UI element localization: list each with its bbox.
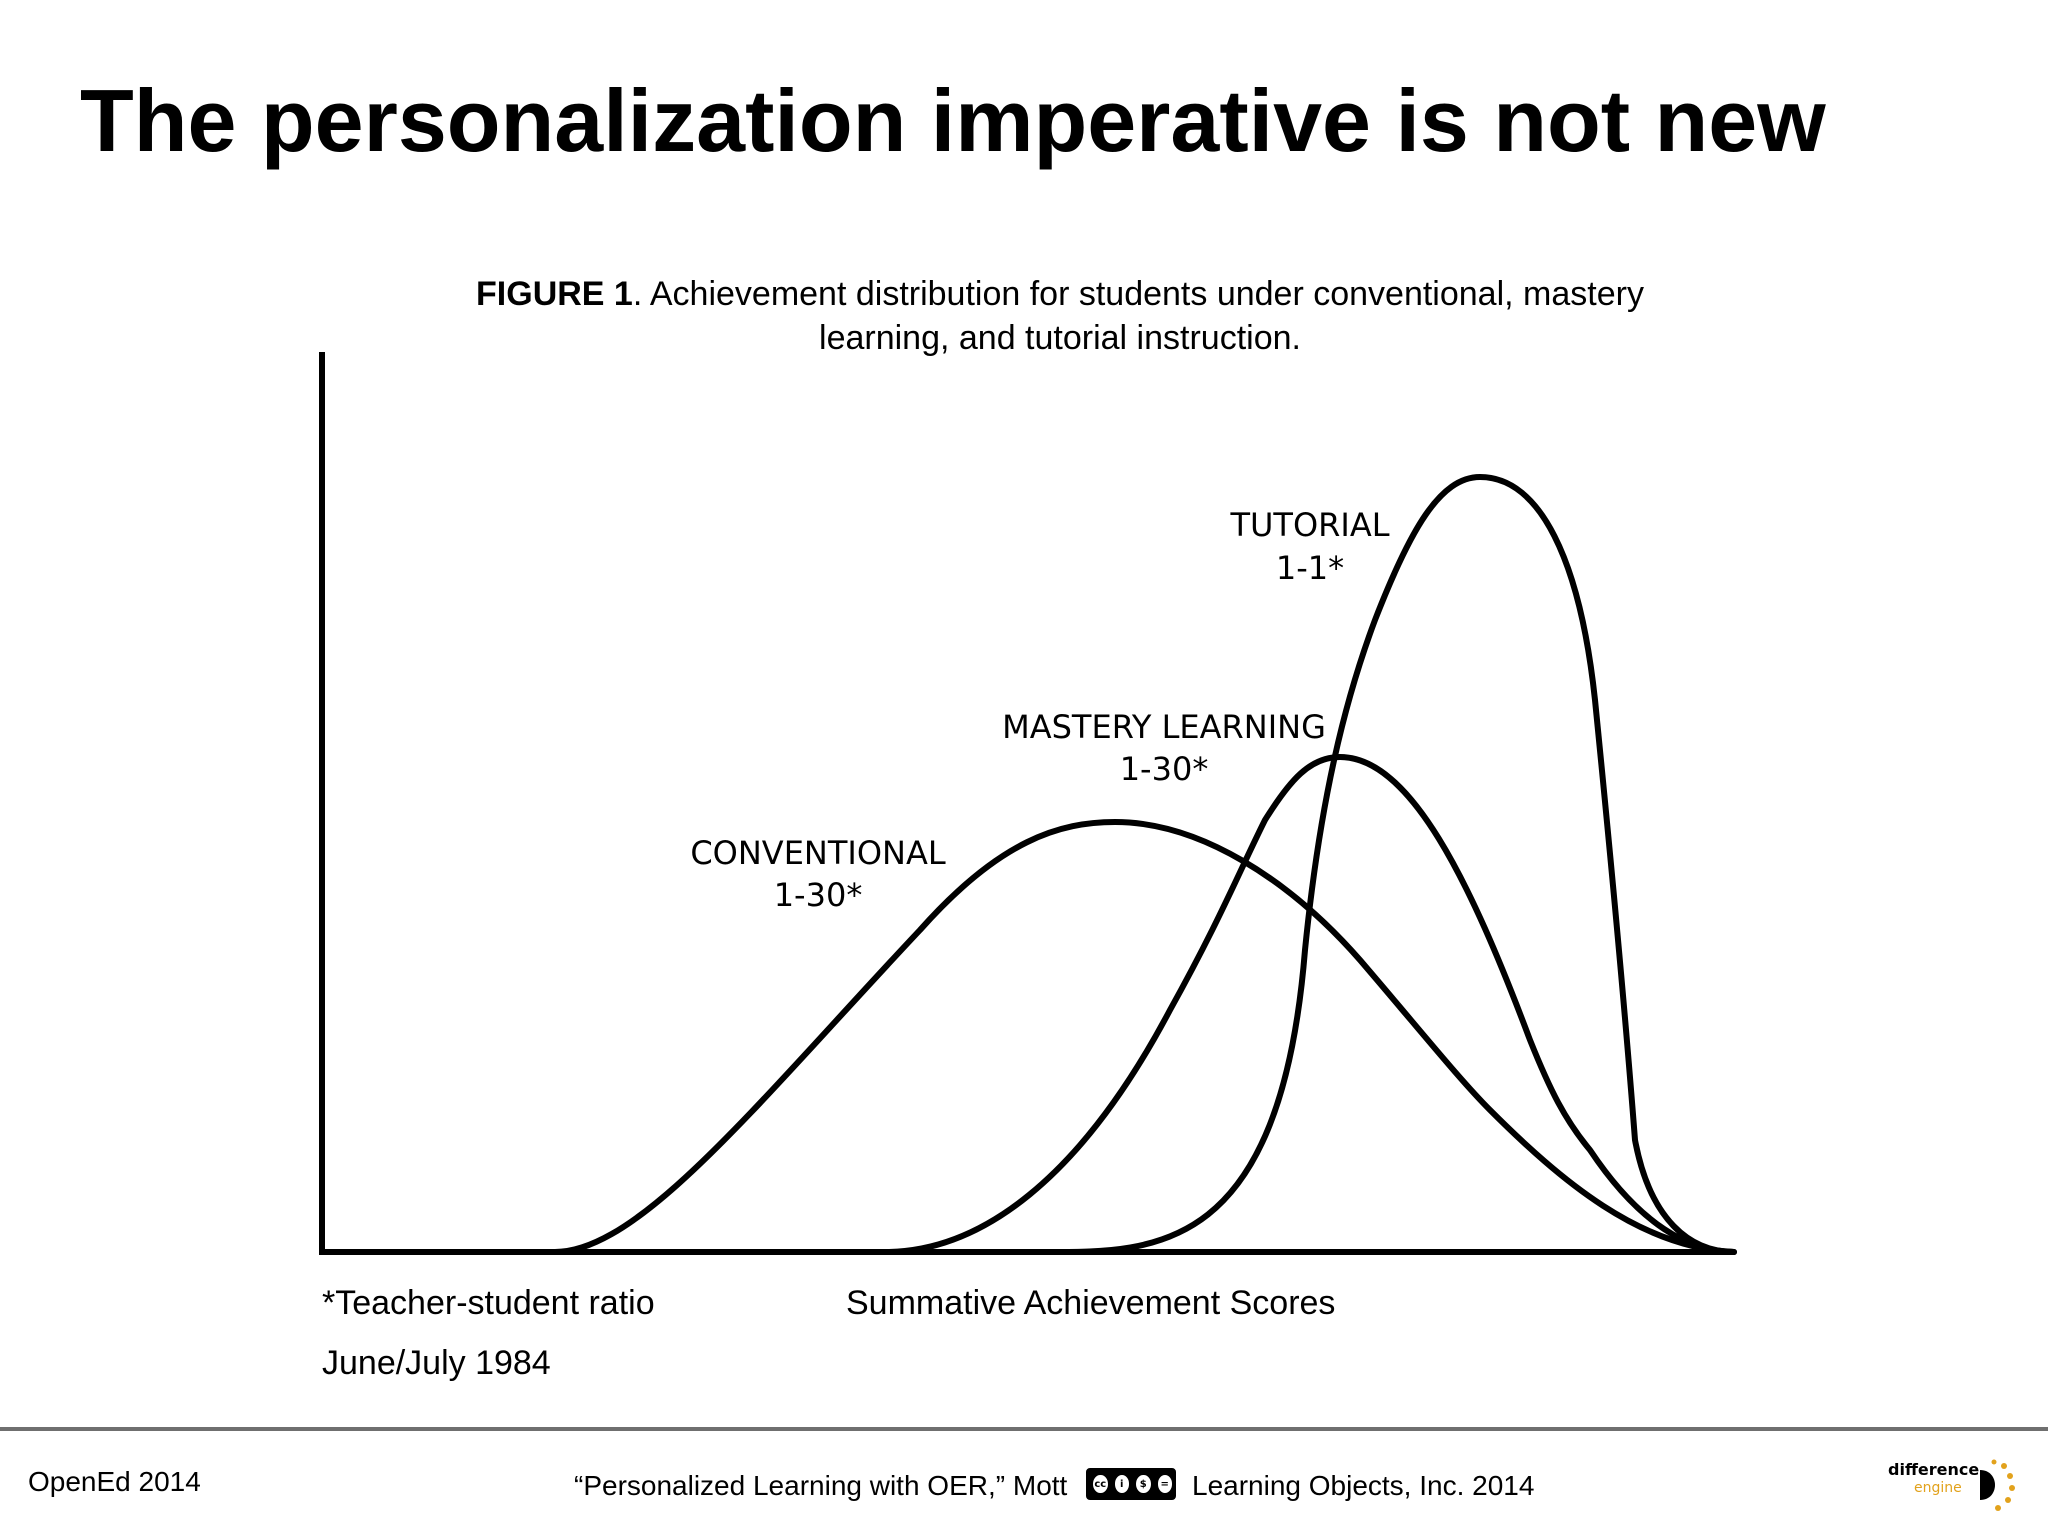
logo-word-difference: difference xyxy=(1888,1460,1980,1479)
slide-title: The personalization imperative is not ne… xyxy=(80,71,1826,170)
logo-d-icon xyxy=(1980,1459,2015,1511)
label-tutorial-ratio: 1-1* xyxy=(1276,549,1344,587)
x-axis-label: Summative Achievement Scores xyxy=(846,1284,1336,1322)
cc-by-icon: i xyxy=(1112,1473,1131,1495)
figure-caption-text: . Achievement distribution for students … xyxy=(632,275,1644,313)
footer-divider xyxy=(0,1427,2048,1431)
chart-axes xyxy=(319,352,1734,1255)
label-mastery-learning-ratio: 1-30* xyxy=(1120,750,1209,788)
footer-presentation-title: “Personalized Learning with OER,” Mott xyxy=(574,1470,1068,1501)
curve-tutorial xyxy=(1037,474,1737,1256)
curve-mastery-learning xyxy=(882,754,1737,1255)
date-note: June/July 1984 xyxy=(322,1344,551,1382)
label-conventional: CONVENTIONAL xyxy=(690,834,946,872)
curve-conventional xyxy=(552,819,1737,1255)
cc-icon: cc xyxy=(1091,1473,1110,1495)
difference-engine-logo: difference engine xyxy=(1888,1456,2018,1514)
footer-organization: Learning Objects, Inc. 2014 xyxy=(1192,1470,1535,1501)
figure-caption-text-line2: learning, and tutorial instruction. xyxy=(819,319,1301,357)
cc-license-icon: cc i $ = xyxy=(1086,1468,1176,1500)
label-conventional-ratio: 1-30* xyxy=(774,876,863,914)
ratio-footnote: *Teacher-student ratio xyxy=(322,1284,655,1322)
figure-caption: FIGURE 1. Achievement distribution for s… xyxy=(380,272,1740,360)
label-tutorial: TUTORIAL xyxy=(1229,506,1389,544)
cc-nd-icon: = xyxy=(1155,1473,1174,1495)
footer-event: OpenEd 2014 xyxy=(28,1466,201,1497)
label-mastery-learning: MASTERY LEARNING xyxy=(1002,708,1326,746)
figure-caption-label: FIGURE 1 xyxy=(476,275,633,313)
cc-nc-icon: $ xyxy=(1134,1473,1153,1495)
logo-word-engine: engine xyxy=(1914,1480,1962,1496)
